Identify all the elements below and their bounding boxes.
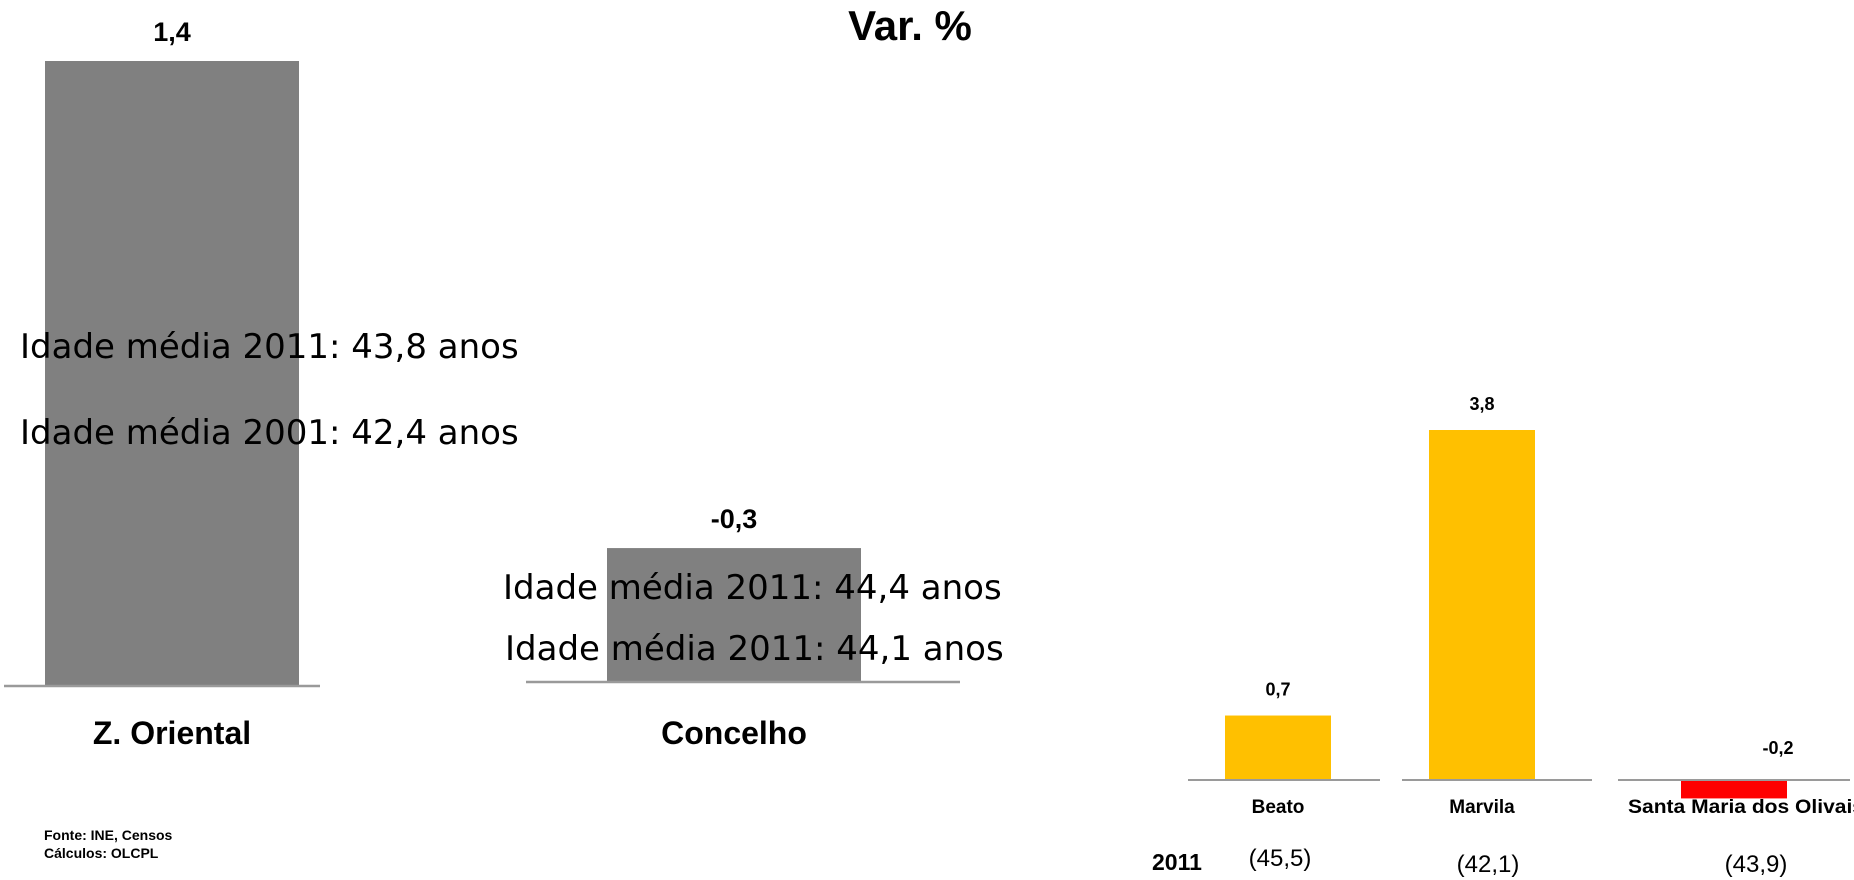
category-label-concelho: Concelho	[661, 715, 807, 751]
source-line-2: Cálculos: OLCPL	[44, 845, 159, 861]
value-label-concelho: -0,3	[711, 504, 758, 534]
bar-z-oriental	[45, 61, 299, 686]
bar-santa-maria-dos-olivais	[1681, 780, 1787, 799]
bar-concelho	[607, 548, 861, 682]
category-label-z-oriental: Z. Oriental	[93, 715, 251, 751]
category-label-santa-maria-dos-olivais: Santa Maria dos Olivais	[1628, 797, 1854, 818]
bar-marvila	[1429, 430, 1535, 780]
bar-beato	[1225, 715, 1331, 780]
category-label-beato: Beato	[1252, 797, 1305, 818]
annotation-z-oriental-line-2: Idade média 2001: 42,4 anos	[20, 413, 519, 453]
annotation-z-oriental-line-1: Idade média 2011: 43,8 anos	[20, 327, 519, 367]
secondary-row-label: 2011	[1152, 849, 1202, 875]
secondary-value-beato: (45,5)	[1249, 845, 1312, 872]
annotation-concelho-line-1: Idade média 2011: 44,4 anos	[503, 568, 1002, 608]
annotation-concelho-line-2: Idade média 2011: 44,1 anos	[505, 629, 1004, 669]
chart-title: Var. %	[848, 2, 972, 49]
value-label-santa-maria-dos-olivais: -0,2	[1762, 738, 1793, 758]
secondary-value-marvila: (42,1)	[1457, 851, 1520, 878]
source-line-1: Fonte: INE, Censos	[44, 827, 173, 843]
chart-2: 0,7 3,8 -0,2 Beato Marvila Santa Maria d…	[1152, 394, 1854, 878]
value-label-marvila: 3,8	[1469, 394, 1494, 414]
value-label-z-oriental: 1,4	[153, 17, 191, 47]
secondary-value-santa-maria-dos-olivais: (43,9)	[1725, 851, 1788, 878]
value-label-beato: 0,7	[1265, 680, 1290, 700]
chart-1: 1,4 -0,3 Z. Oriental Concelho Idade médi…	[4, 17, 1004, 751]
category-label-marvila: Marvila	[1449, 797, 1515, 818]
